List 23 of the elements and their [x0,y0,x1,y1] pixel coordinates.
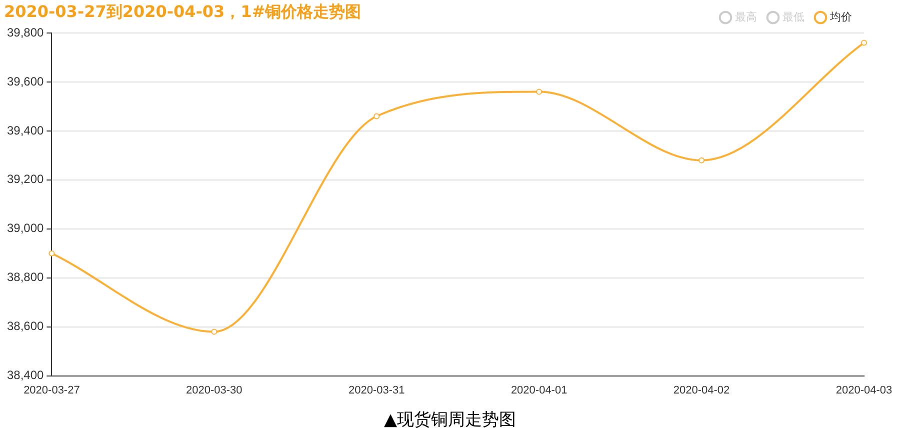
point [698,157,705,164]
point [374,113,380,120]
x-tick-label: 2020-03-31 [348,384,405,396]
point [536,88,542,95]
y-tick-label: 39,600 [7,74,44,88]
x-tick-label: 2020-04-03 [836,384,892,396]
x-tick-label: 2020-04-02 [673,384,730,396]
point [861,40,867,46]
y-tick-label: 39,400 [7,123,44,138]
chart-title: 2020-03-27到2020-04-03，1#铜价格走势图 [4,2,362,23]
y-tick-label: 39,000 [7,221,44,236]
y-tick-label: 38,400 [7,368,44,382]
y-tick-label: 39,800 [7,25,44,40]
y-tick-label: 38,800 [7,270,44,284]
x-tick-label: 2020-04-01 [510,384,568,396]
y-tick-label: 39,200 [7,172,44,186]
point [48,250,55,256]
y-tick-label: 38,600 [7,319,44,334]
legend-label: 均价 [829,10,852,24]
point [211,328,218,335]
x-tick-label: 2020-03-30 [186,384,242,396]
x-tick-label: 2020-03-27 [24,384,80,396]
text: ▲现货铜周走势图 [382,409,518,431]
